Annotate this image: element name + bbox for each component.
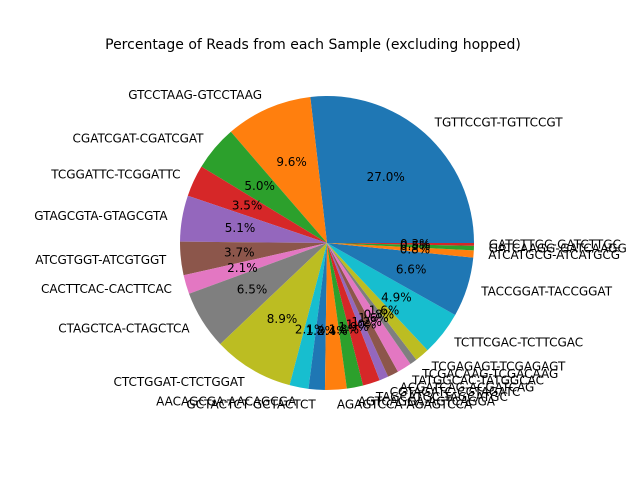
slice-percent-label: 2.1% [227,261,258,275]
slice-percent-label: 1.0% [346,317,377,331]
slice-percent-label: 6.6% [396,263,427,277]
slice-percent-label: 5.0% [244,179,275,193]
slice-percent-label: 6.5% [237,283,268,297]
pie-slice [327,243,474,246]
pie-slice [310,95,474,244]
pie-slice [327,243,456,351]
slice-percent-label: 4.9% [381,290,412,304]
pie-slice [183,243,327,294]
slice-label: CGTAGATC-CGTAGATC [390,385,521,399]
pie-slice [201,131,327,243]
slice-percent-label: 1.6% [358,311,389,325]
pie-slice [327,243,417,365]
slice-percent-label: 0.8% [400,243,431,257]
slice-percent-label: 3.5% [232,199,263,213]
slice-percent-label: 1.8% [306,324,337,338]
pie-slices [180,95,474,391]
pie-slice [187,166,327,243]
pie-slice [230,96,327,243]
slice-percent-label: 1.8% [329,323,360,337]
pie-slice [220,243,327,386]
pie-slice [327,243,411,372]
slice-label: CTAGCTCA-CTAGCTCA [58,321,190,335]
slice-label: TCGAGAGT-TCGAGAGT [431,359,566,373]
chart-title: Percentage of Reads from each Sample (ex… [105,37,521,53]
slice-percent-label: 1.2% [351,315,382,329]
pie-slice [289,243,327,389]
pie-slice [324,243,347,391]
slice-percent-label: 1.6% [369,303,400,317]
slice-percent-label: 2.1% [295,323,326,337]
slice-percent-label: 0.3% [400,237,431,251]
slice-percent-label: 9.6% [276,155,307,169]
slice-percent-label: 8.9% [267,312,298,326]
pie-slice [327,243,380,386]
slice-label: ATCATGCG-ATCATGCG [488,248,620,262]
slice-percent-label: 3.7% [224,245,255,259]
pie-slice [189,243,327,345]
slice-label: TCGGATTC-TCGGATTC [50,168,180,182]
slice-label: TCGACAAG-TCGACAAG [421,367,558,381]
slice-label: ATCGTGGT-ATCGTGGT [35,253,167,267]
pie-slice [327,243,364,389]
pie-slice [327,243,389,381]
slice-label: AACAGCGA-AACAGCGA [156,395,297,409]
slice-percent-label: 0.8% [364,307,395,321]
pie-slice [180,241,327,276]
pie-slice [180,195,327,243]
pie-slice [327,243,474,258]
slice-percent-label: 2.4% [317,324,348,338]
slice-label: CTCTGGAT-CTCTGGAT [113,375,245,389]
pie-slice [327,243,398,377]
pie-labels: TGTTCCGT-TGTTCCGT 27.0% GTCCTAAG-GTCCTAAG 9… [34,88,627,411]
pie-slice [327,243,474,251]
slice-label: CGATCGAT-CGATCGAT [73,132,205,146]
slice-label: GTAGCGTA-GTAGCGTA [34,209,168,223]
slice-label: AGTCAGGA-AGTCAGGA [358,395,496,409]
slice-percent-label: 27.0% [367,170,405,184]
slice-label: TCTTCGAC-TCTTCGAC [453,336,583,350]
slice-percent-label: 0.5% [400,239,431,253]
slice-percent-label: 1.9% [338,320,369,334]
pie-slice [308,243,327,390]
slice-label: TGTTCCGT-TGTTCCGT [434,115,564,129]
slice-label: GATCAAGG-GATCAAGG [489,242,627,256]
slice-label: GCTACTCT-GCTACTCT [186,397,316,411]
pie-slice [327,243,428,360]
slice-label: AGAGTCCA-AGAGTCCA [337,397,473,411]
slice-label: TAGCATGC-TAGCATGC [375,390,508,404]
slice-label: GATCTTGC-GATCTTGC [489,238,621,252]
slice-label: CACTTCAC-CACTTCAC [41,282,172,296]
slice-label: TACCGGAT-TACCGGAT [480,285,613,299]
slice-percent-label: 5.1% [225,221,256,235]
slice-label: GTCCTAAG-GTCCTAAG [128,88,262,102]
slice-label: TATGGCAC-TATGGCAC [411,374,544,388]
pie-slice [327,243,474,315]
slice-label: ACGATCAG-ACGATCAG [400,380,535,394]
